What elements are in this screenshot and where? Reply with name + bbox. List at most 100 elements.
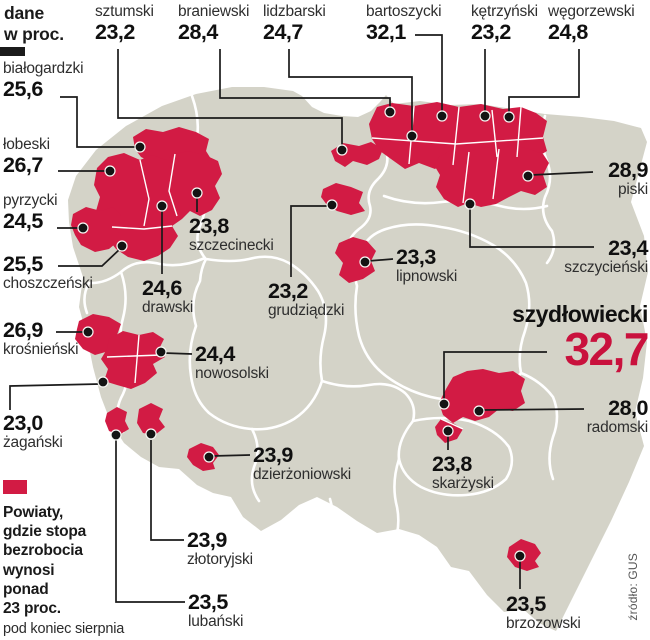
region-value: 23,2 — [268, 279, 308, 303]
callout-dzierzoniowski: 23,9 dzierżoniowski — [253, 443, 351, 483]
page-title: dane w proc. — [4, 3, 64, 45]
region-name: żagański — [3, 433, 63, 451]
dot-wegorzewski — [503, 111, 515, 123]
callout-bartoszycki: bartoszycki 32,1 — [366, 3, 442, 45]
legend-line: Powiaty, — [3, 504, 64, 521]
legend-swatch — [3, 480, 27, 494]
callout-wegorzewski: węgorzewski 24,8 — [548, 3, 635, 45]
callout-zlotoryjski: 23,9 złotoryjski — [187, 528, 253, 568]
region-name: szczecinecki — [189, 236, 274, 254]
region-value: 24,6 — [142, 276, 182, 300]
poland-outline — [68, 87, 648, 631]
callout-zaganski: 23,0 żagański — [3, 411, 63, 451]
dot-piski — [522, 170, 534, 182]
region-name: sztumski — [95, 3, 154, 20]
region-name: brzozowski — [506, 614, 581, 632]
callout-lipnowski: 23,3 lipnowski — [396, 245, 457, 285]
powiat-shape-piski-szczycienski — [434, 145, 549, 207]
region-value: 23,3 — [396, 245, 436, 269]
dot-krosnienski — [82, 326, 94, 338]
callout-ketrzynski: kętrzyński 23,2 — [471, 3, 538, 44]
dot-zaganski — [97, 376, 109, 388]
dot-grudziadzki — [326, 199, 338, 211]
region-value: 32,7 — [564, 323, 649, 376]
callout-brzozowski: 23,5 brzozowski — [506, 592, 581, 632]
dot-szczecinecki — [191, 187, 203, 199]
callout-lidzbarski: lidzbarski 24,7 — [263, 3, 326, 45]
dot-drawski — [156, 200, 168, 212]
region-name: łobeski — [3, 136, 50, 153]
callout-nowosolski: 24,4 nowosolski — [195, 342, 269, 382]
powiat-shape-pyrzycki — [71, 207, 121, 252]
region-name: węgorzewski — [548, 3, 635, 20]
callout-lubanski: 23,5 lubański — [188, 590, 243, 630]
callout-szydlowiecki-highlight: szydłowiecki 32,7 — [512, 301, 649, 376]
accent-bar — [0, 47, 25, 56]
region-value: 25,5 — [3, 252, 43, 276]
powiat-shape-zlotoryjski — [137, 403, 165, 435]
dot-sztumski — [336, 144, 348, 156]
region-value: 24,5 — [3, 209, 43, 234]
legend-line: gdzie stopa — [3, 523, 87, 541]
powiat-shape-lipnowski — [335, 237, 376, 283]
region-name: nowosolski — [195, 364, 269, 382]
callout-choszczenski: 25,5 choszczeński — [3, 252, 93, 292]
dot-bialogardzki — [134, 141, 146, 153]
callout-radomski: 28,0 radomski — [587, 396, 649, 436]
region-value: 23,9 — [253, 443, 293, 467]
region-value: 24,8 — [548, 20, 588, 45]
region-value: 23,0 — [3, 411, 43, 435]
region-value: 23,4 — [608, 236, 648, 260]
region-name: piski — [617, 180, 648, 198]
callout-sztumski: sztumski 23,2 — [95, 3, 154, 45]
dot-szczycienski — [464, 198, 476, 210]
callout-szczecinecki: 23,8 szczecinecki — [189, 214, 274, 254]
legend: Powiaty, gdzie stopa bezrobocia wynosi p… — [3, 480, 124, 639]
region-name: szydłowiecki — [512, 301, 648, 327]
callout-szczycienski: 23,4 szczycieński — [564, 236, 648, 276]
powiat-dots — [77, 106, 534, 562]
callout-skarzyski: 23,8 skarżyski — [432, 452, 494, 492]
region-value: 23,8 — [432, 452, 472, 476]
region-value: 24,7 — [263, 20, 303, 45]
dot-zlotoryjski — [145, 428, 157, 440]
dot-brzozowski — [514, 550, 526, 562]
dot-choszczenski — [116, 240, 128, 252]
region-value: 23,8 — [189, 214, 229, 238]
region-value: 28,0 — [608, 396, 648, 420]
region-value: 32,1 — [366, 20, 406, 45]
callout-grudziadzki: 23,2 grudziądzki — [268, 279, 344, 319]
region-name: drawski — [142, 298, 194, 316]
region-name: braniewski — [178, 3, 250, 20]
region-value: 26,7 — [3, 153, 43, 178]
region-value: 25,6 — [3, 77, 43, 102]
legend-line: bezrobocia — [3, 542, 83, 560]
region-value: 23,5 — [506, 592, 546, 616]
dot-dzierzoniowski — [203, 451, 215, 463]
legend-line: 23 proc. — [3, 600, 61, 618]
region-name: złotoryjski — [187, 550, 253, 568]
dot-skarzyski — [442, 425, 454, 437]
callout-pyrzycki: pyrzycki 24,5 — [3, 192, 58, 234]
region-name: krośnieński — [3, 340, 79, 358]
region-name: grudziądzki — [268, 301, 345, 319]
region-name: choszczeński — [3, 274, 93, 292]
callout-drawski: 24,6 drawski — [142, 276, 193, 316]
powiat-shape-lubanski — [105, 407, 129, 435]
region-value: 23,2 — [95, 20, 135, 45]
dot-lidzbarski — [406, 130, 418, 142]
region-name: szczycieński — [564, 258, 648, 276]
region-name: bartoszycki — [366, 3, 442, 20]
callout-braniewski: braniewski 28,4 — [178, 3, 250, 44]
legend-note: pod koniec sierpnia — [3, 621, 125, 638]
legend-line: wynosi — [3, 561, 55, 579]
region-value: 24,4 — [195, 342, 235, 366]
source-credit: źródło: GUS — [626, 553, 640, 621]
powiat-shape-nowosolski-cluster — [101, 331, 165, 389]
leader-lines — [9, 34, 594, 603]
dot-lobeski — [104, 165, 116, 177]
region-value: 23,9 — [187, 528, 227, 552]
title-line-1: dane — [4, 3, 45, 23]
region-name: białogardzki — [3, 60, 84, 77]
